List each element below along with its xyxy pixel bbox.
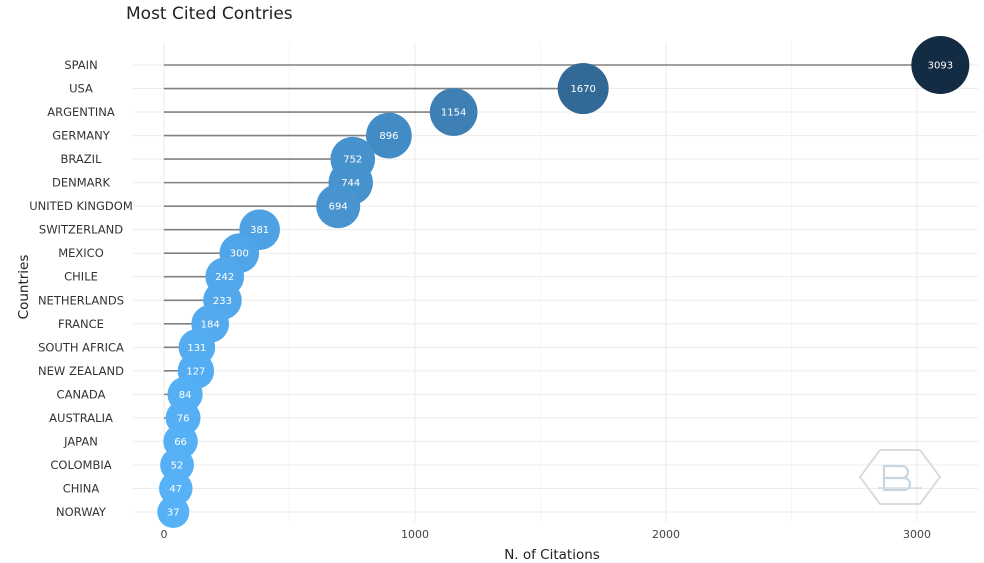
data-label: 381 — [250, 225, 269, 236]
chart-title: Most Cited Contries — [126, 4, 293, 24]
y-tick-label: FRANCE — [58, 317, 104, 331]
y-tick-label: NEW ZEALAND — [38, 364, 124, 378]
y-tick-label: GERMANY — [52, 129, 111, 143]
y-tick-label: SWITZERLAND — [39, 223, 123, 237]
data-label: 184 — [201, 319, 220, 330]
grid-lines: 0 1000 2000 3000 — [133, 42, 978, 541]
point-spain — [911, 36, 970, 94]
point-germany — [366, 112, 412, 159]
x-axis-title: N. of Citations — [504, 547, 600, 563]
y-axis-title: Countries — [16, 255, 32, 320]
data-label: 3093 — [928, 61, 953, 72]
point-usa — [557, 63, 609, 115]
data-label: 37 — [167, 508, 180, 519]
x-tick-label: 2000 — [652, 528, 680, 541]
bibliometrix-logo — [858, 449, 942, 505]
stems — [164, 64, 941, 513]
data-label: 127 — [186, 366, 205, 377]
y-tick-label: NETHERLANDS — [38, 293, 124, 307]
data-label: 233 — [213, 296, 232, 307]
x-tick-label: 3000 — [903, 528, 931, 541]
y-tick-label: CANADA — [57, 387, 106, 401]
data-label: 84 — [179, 390, 192, 401]
data-label: 896 — [379, 131, 398, 142]
data-label: 300 — [230, 249, 249, 260]
y-tick-label: NORWAY — [56, 505, 107, 519]
x-tick-label: 0 — [161, 528, 168, 541]
y-tick-label: ARGENTINA — [47, 105, 115, 119]
y-tick-label: SPAIN — [64, 58, 97, 72]
y-tick-label: MEXICO — [58, 246, 104, 260]
data-label: 52 — [171, 460, 184, 471]
y-tick-label: UNITED KINGDOM — [29, 199, 133, 213]
data-label: 1670 — [570, 84, 595, 95]
data-label: 744 — [341, 178, 360, 189]
x-tick-label: 1000 — [401, 528, 429, 541]
point-norway — [157, 496, 190, 528]
data-label: 694 — [329, 202, 348, 213]
y-tick-label: COLOMBIA — [50, 458, 111, 472]
y-tick-label: SOUTH AFRICA — [38, 340, 124, 354]
y-tick-label: CHINA — [63, 481, 100, 495]
y-tick-label: AUSTRALIA — [49, 411, 113, 425]
point-china — [159, 471, 193, 506]
point-united-kingdom — [316, 184, 361, 229]
labels: 3093 SPAIN 1670 USA 1154 ARGENTINA 896 GERMANY 7… — [29, 58, 953, 519]
y-tick-label: JAPAN — [63, 434, 98, 448]
data-label: 66 — [174, 437, 187, 448]
data-label: 47 — [169, 484, 182, 495]
data-label: 131 — [187, 343, 206, 354]
data-label: 76 — [177, 413, 190, 424]
y-tick-label: CHILE — [64, 270, 98, 284]
data-label: 242 — [215, 272, 234, 283]
y-tick-label: DENMARK — [52, 176, 111, 190]
y-tick-label: BRAZIL — [61, 152, 103, 166]
point-argentina — [429, 88, 478, 136]
data-label: 1154 — [441, 108, 466, 119]
y-tick-label: USA — [69, 82, 93, 96]
data-label: 752 — [343, 155, 362, 166]
points — [157, 36, 970, 528]
